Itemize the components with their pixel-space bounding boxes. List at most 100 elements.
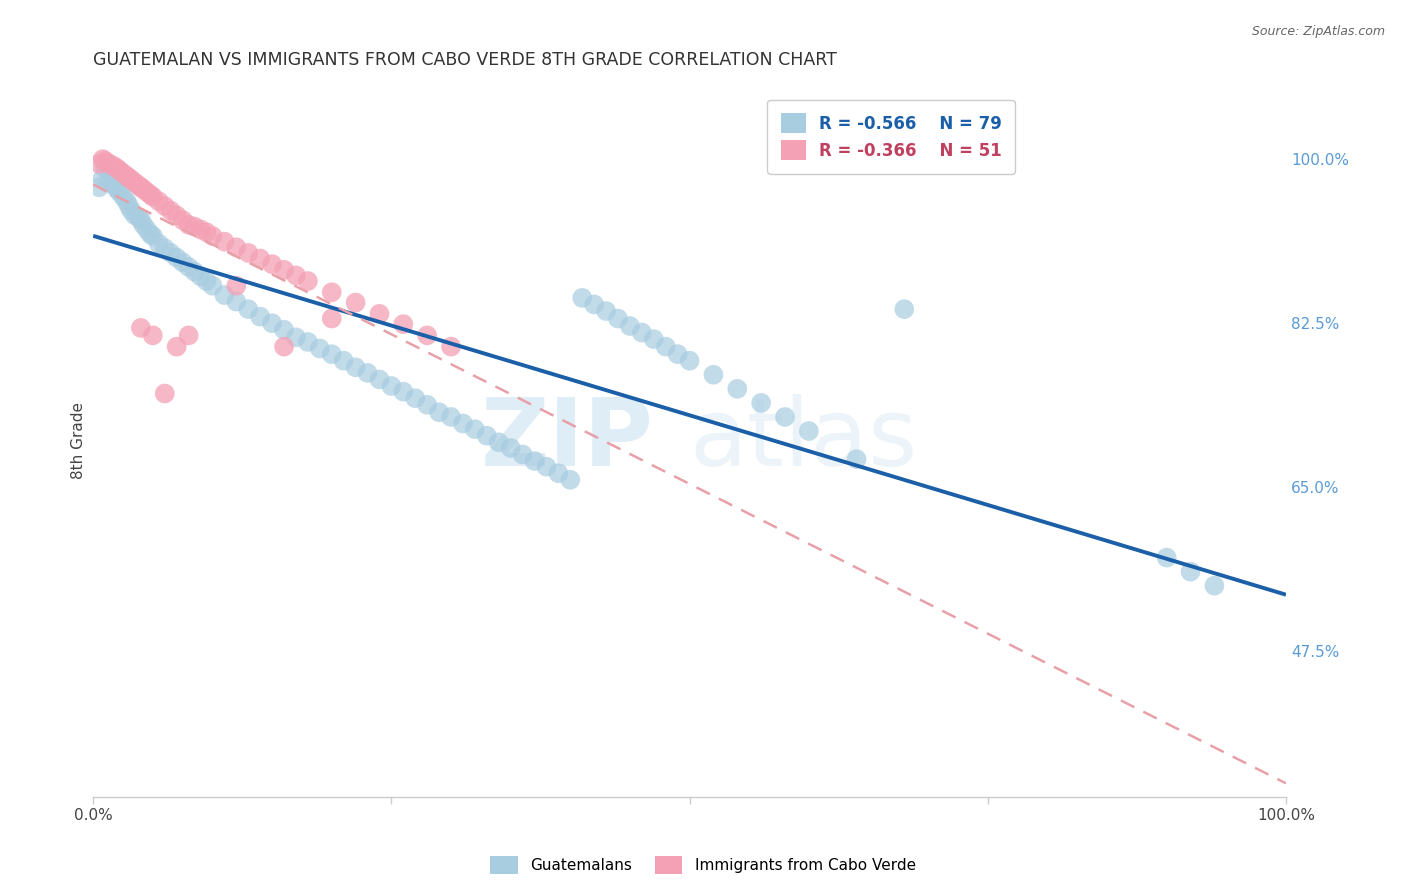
Point: [111, 166, 134, 180]
Point: [1204, 579, 1226, 593]
Point: [214, 235, 236, 249]
Point: [118, 199, 141, 213]
Point: [120, 173, 142, 187]
Point: [619, 318, 641, 333]
Point: [91, 170, 114, 185]
Point: [89, 157, 111, 171]
Point: [249, 252, 271, 266]
Point: [201, 278, 224, 293]
Point: [105, 161, 128, 176]
Point: [94, 161, 117, 176]
Point: [183, 219, 205, 234]
Point: [132, 218, 155, 232]
Point: [128, 211, 150, 225]
Point: [416, 328, 439, 343]
Point: [183, 265, 205, 279]
Point: [177, 260, 200, 274]
Point: [104, 160, 127, 174]
Point: [115, 169, 138, 183]
Point: [166, 340, 188, 354]
Point: [238, 246, 260, 260]
Point: [105, 182, 128, 196]
Point: [1156, 550, 1178, 565]
Point: [702, 368, 724, 382]
Point: [583, 297, 606, 311]
Point: [308, 342, 330, 356]
Point: [201, 229, 224, 244]
Point: [115, 194, 138, 209]
Point: [499, 441, 522, 455]
Point: [159, 203, 181, 218]
Point: [190, 269, 212, 284]
Point: [440, 409, 463, 424]
Point: [153, 199, 176, 213]
Point: [172, 213, 194, 227]
Point: [139, 187, 162, 202]
Point: [380, 379, 402, 393]
Text: ZIP: ZIP: [481, 394, 654, 486]
Point: [118, 170, 141, 185]
Point: [195, 225, 218, 239]
Point: [571, 291, 593, 305]
Point: [893, 302, 915, 317]
Point: [440, 340, 463, 354]
Point: [214, 288, 236, 302]
Point: [643, 332, 665, 346]
Point: [159, 246, 181, 260]
Point: [153, 241, 176, 255]
Point: [96, 176, 118, 190]
Point: [536, 459, 558, 474]
Point: [135, 222, 157, 236]
Text: atlas: atlas: [689, 394, 918, 486]
Point: [91, 152, 114, 166]
Point: [560, 473, 582, 487]
Point: [225, 240, 247, 254]
Point: [108, 163, 131, 178]
Point: [427, 405, 450, 419]
Point: [108, 185, 131, 199]
Point: [132, 182, 155, 196]
Point: [177, 218, 200, 232]
Point: [148, 194, 170, 209]
Point: [678, 353, 700, 368]
Point: [166, 208, 188, 222]
Point: [128, 178, 150, 193]
Point: [142, 229, 165, 244]
Point: [262, 316, 284, 330]
Point: [273, 323, 295, 337]
Point: [356, 366, 378, 380]
Point: [225, 278, 247, 293]
Point: [129, 213, 152, 227]
Point: [321, 285, 343, 300]
Point: [404, 391, 426, 405]
Point: [547, 467, 569, 481]
Point: [153, 386, 176, 401]
Point: [451, 417, 474, 431]
Point: [284, 268, 307, 283]
Point: [368, 372, 391, 386]
Point: [332, 353, 354, 368]
Point: [725, 382, 748, 396]
Point: [96, 156, 118, 170]
Legend: R = -0.566    N = 79, R = -0.366    N = 51: R = -0.566 N = 79, R = -0.366 N = 51: [768, 100, 1015, 174]
Point: [142, 189, 165, 203]
Point: [129, 321, 152, 335]
Point: [172, 255, 194, 269]
Point: [104, 178, 127, 193]
Point: [845, 452, 868, 467]
Point: [94, 153, 117, 168]
Point: [666, 347, 689, 361]
Text: Source: ZipAtlas.com: Source: ZipAtlas.com: [1251, 25, 1385, 38]
Point: [142, 328, 165, 343]
Point: [238, 302, 260, 317]
Point: [139, 227, 162, 241]
Point: [297, 334, 319, 349]
Point: [124, 208, 146, 222]
Point: [273, 340, 295, 354]
Point: [120, 203, 142, 218]
Point: [392, 317, 415, 331]
Point: [344, 360, 367, 375]
Point: [416, 398, 439, 412]
Point: [195, 274, 218, 288]
Point: [749, 396, 772, 410]
